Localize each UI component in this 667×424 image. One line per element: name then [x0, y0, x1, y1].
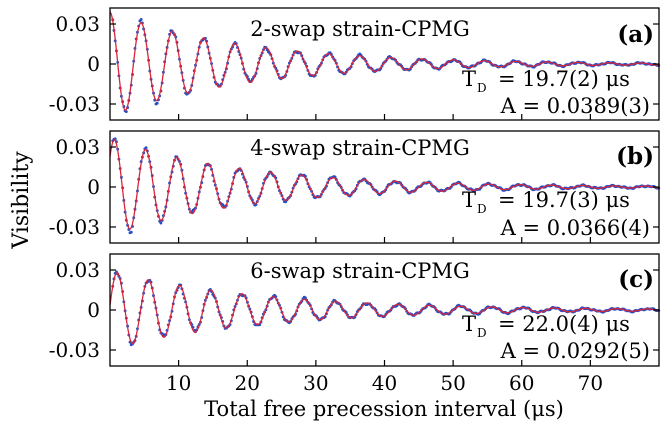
fit-line — [109, 139, 660, 230]
panel-title: 4-swap strain-CPMG — [250, 136, 469, 160]
decay-time-subscript: D — [477, 81, 487, 95]
panel-c: 0.03 0 -0.03 6-swap strain-CPMG (c) T D = … — [49, 253, 661, 367]
fit-line — [109, 272, 660, 345]
x-axis-ticks: 10 20 30 40 50 60 70 — [166, 371, 603, 395]
y-tick-label: -0.03 — [49, 215, 100, 239]
y-tick-label: 0 — [87, 298, 100, 322]
panel-title: 6-swap strain-CPMG — [250, 259, 469, 283]
y-tick-label: 0 — [87, 52, 100, 76]
y-tick-label: -0.03 — [49, 338, 100, 362]
data-point — [155, 101, 159, 105]
x-tick-label: 20 — [235, 371, 260, 395]
data-point — [139, 18, 143, 21]
panel-label: (b) — [616, 143, 654, 170]
y-tick-label: 0.03 — [55, 135, 100, 159]
y-tick-label: 0 — [87, 175, 100, 199]
data-point — [124, 110, 128, 114]
fit-line — [109, 11, 660, 111]
x-tick-label: 30 — [303, 371, 328, 395]
data-point — [129, 230, 133, 234]
y-tick-label: 0.03 — [55, 258, 100, 282]
data-point — [159, 221, 163, 225]
y-tick-label: 0.03 — [55, 12, 100, 36]
x-tick-label: 40 — [372, 371, 397, 395]
x-tick-label: 60 — [509, 371, 534, 395]
decay-time-symbol: T — [462, 312, 476, 336]
x-tick-label: 50 — [440, 371, 465, 395]
decay-time-subscript: D — [477, 326, 487, 340]
decay-time-subscript: D — [477, 202, 487, 216]
data-point — [144, 146, 148, 150]
y-axis-label: Visibility — [9, 151, 34, 250]
decay-time-value: = 19.7(2) μs — [498, 67, 630, 91]
amplitude-value: A = 0.0366(4) — [500, 216, 650, 240]
amplitude-value: A = 0.0292(5) — [500, 339, 650, 363]
x-tick-label: 70 — [578, 371, 603, 395]
amplitude-value: A = 0.0389(3) — [500, 94, 650, 118]
decay-time-symbol: T — [462, 188, 476, 212]
decay-time-symbol: T — [462, 67, 476, 91]
panel-label: (c) — [618, 266, 654, 293]
decay-time-value: = 19.7(3) μs — [498, 188, 630, 212]
panel-b: 0.03 0 -0.03 4-swap strain-CPMG (b) T D = … — [49, 130, 661, 244]
panel-a: 0.03 0 -0.03 2-swap strain-CPMG (a) T D = … — [49, 7, 661, 121]
y-tick-label: -0.03 — [49, 92, 100, 116]
decay-time-value: = 22.0(4) μs — [498, 312, 630, 336]
panel-title: 2-swap strain-CPMG — [250, 17, 469, 41]
x-tick-label: 10 — [166, 371, 191, 395]
x-axis-label: Total free precession interval (μs) — [204, 397, 564, 421]
panel-label: (a) — [617, 21, 654, 48]
data-point — [303, 296, 307, 300]
